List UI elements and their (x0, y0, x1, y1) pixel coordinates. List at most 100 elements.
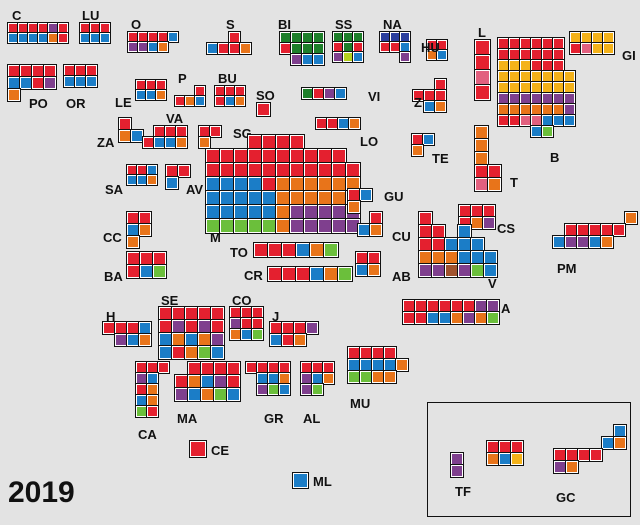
seat-square (570, 43, 581, 54)
seat-square (531, 104, 542, 115)
seat-square (592, 43, 603, 54)
seat-square (313, 43, 324, 54)
seat-square (214, 362, 227, 375)
seat-square (143, 137, 154, 148)
seat-square (127, 334, 139, 346)
seat-square (252, 307, 263, 318)
seat-square (451, 453, 463, 465)
seat-square (137, 175, 147, 185)
seat-square (131, 130, 143, 142)
seat-square (432, 225, 445, 238)
seat-square (564, 71, 575, 82)
seat-square (343, 32, 353, 42)
province-label: P (178, 71, 187, 86)
seat-square (484, 251, 497, 264)
province-label: SO (256, 88, 275, 103)
seat-square (139, 212, 151, 224)
seat-square (280, 32, 291, 43)
seat-square (403, 312, 415, 324)
seat-square (206, 191, 220, 205)
seat-square (220, 149, 234, 163)
seat-square (20, 77, 32, 89)
seat-square (146, 90, 156, 100)
seat-square (291, 54, 302, 65)
seat-square (437, 50, 447, 60)
seat-square (127, 175, 137, 185)
seat-square (570, 32, 581, 43)
seat-square (136, 80, 146, 90)
seat-square (206, 219, 220, 233)
seat-square (103, 322, 115, 334)
seat-square (188, 388, 201, 401)
seat-square (166, 165, 178, 177)
seat-square (323, 373, 334, 384)
seat-square (220, 205, 234, 219)
seat-square (262, 177, 276, 191)
seat-square (601, 236, 613, 248)
seat-square (413, 90, 424, 101)
seat-square (248, 219, 262, 233)
seat-square (509, 82, 520, 93)
seat-square (458, 251, 471, 264)
province-label: MU (350, 396, 371, 411)
seat-square (318, 149, 332, 163)
seat-square (360, 371, 372, 383)
seat-square (475, 55, 490, 70)
seat-square (100, 33, 110, 43)
seat-square (159, 320, 172, 333)
province-label: CR (244, 268, 263, 283)
seat-square (229, 43, 240, 54)
seat-square (296, 243, 310, 257)
seat-square (198, 307, 211, 320)
seat-square (276, 149, 290, 163)
seat-square (146, 80, 156, 90)
seat-square (368, 252, 380, 264)
seat-square (147, 373, 158, 384)
seat-square (296, 267, 310, 281)
province-label: GR (264, 411, 284, 426)
seat-square (185, 333, 198, 346)
year-label: 2019 (8, 476, 75, 509)
seat-square (75, 76, 86, 87)
province-label: H (106, 309, 116, 324)
seat-square (372, 371, 384, 383)
seat-square (475, 300, 487, 312)
seat-square (257, 373, 268, 384)
seat-square (578, 449, 590, 461)
seat-square (553, 104, 564, 115)
seat-square (147, 384, 158, 395)
seat-square (28, 23, 38, 33)
seat-square (590, 449, 602, 461)
seat-square (424, 90, 435, 101)
seat-square (427, 300, 439, 312)
seat-square (531, 82, 542, 93)
seat-square (302, 54, 313, 65)
seat-square (178, 165, 190, 177)
seat-square (360, 347, 372, 359)
seat-square (318, 177, 332, 191)
seat-square (168, 32, 178, 42)
seat-square (262, 205, 276, 219)
seat-square (348, 359, 360, 371)
seat-square (206, 205, 220, 219)
seat-square (592, 32, 603, 43)
province-label: GC (556, 490, 576, 505)
seat-square (147, 362, 158, 373)
seat-square (290, 205, 304, 219)
seat-square (458, 264, 471, 277)
seat-square (156, 80, 166, 90)
seat-square (301, 384, 312, 395)
province-label: HU (421, 40, 440, 55)
seat-square (227, 362, 240, 375)
seat-square (603, 32, 614, 43)
seat-square (498, 93, 509, 104)
seat-square (199, 126, 210, 137)
seat-square (360, 359, 372, 371)
seat-square (589, 224, 601, 236)
seat-square (246, 362, 257, 373)
seat-square (172, 346, 185, 359)
seat-square (370, 224, 382, 236)
seat-square (427, 312, 439, 324)
seat-square (268, 267, 282, 281)
